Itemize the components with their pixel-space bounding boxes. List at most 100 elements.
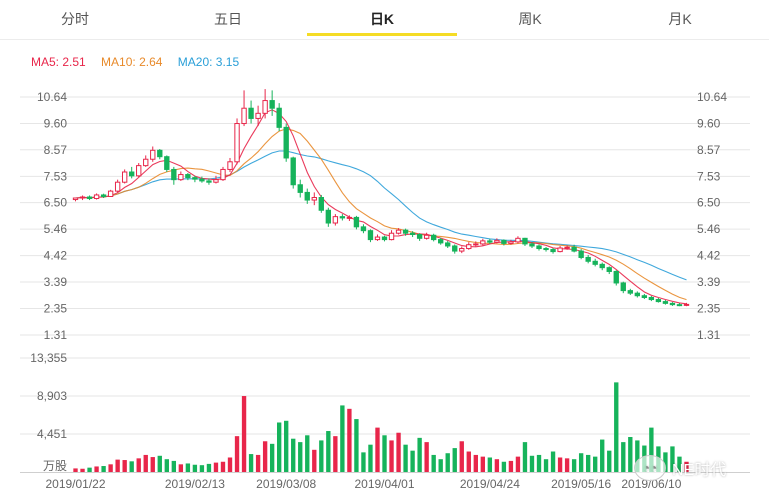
x-tick-label: 2019/04/24: [460, 477, 520, 491]
candle-body: [157, 149, 163, 158]
volume-bar: [417, 437, 422, 472]
volume-bar: [333, 436, 338, 472]
volume-bar: [614, 382, 619, 472]
volume-tick: 13,355: [30, 351, 67, 365]
legend-ma5: MA5: 2.51: [31, 55, 86, 69]
active-tab-indicator: [307, 33, 457, 36]
x-tick-label: 2019/06/10: [621, 477, 681, 491]
volume-bar: [143, 454, 148, 472]
candle-body: [206, 180, 212, 183]
candle-body: [100, 194, 107, 197]
volume-bar: [557, 457, 563, 472]
candle-body: [648, 297, 655, 301]
candle-body: [543, 248, 549, 251]
volume-bar: [206, 463, 212, 472]
candle-body: [494, 239, 500, 243]
volume-bar: [621, 442, 626, 472]
candle-body: [121, 171, 128, 183]
candle-body: [395, 229, 402, 234]
candle-body: [529, 243, 535, 247]
volume-bar: [108, 464, 113, 472]
price-tick-left: 4.42: [44, 249, 68, 263]
candle-body: [655, 299, 662, 303]
x-tick-label: 2019/05/16: [551, 477, 611, 491]
candle-body: [178, 174, 184, 181]
candle-body: [234, 123, 240, 163]
tab-weekly-k[interactable]: 周K: [518, 11, 542, 27]
candle-body: [564, 246, 570, 249]
candle-body: [136, 165, 142, 177]
volume-bar: [663, 452, 668, 472]
candle-body: [227, 161, 233, 170]
volume-bar: [185, 463, 191, 472]
volume-bar: [73, 468, 78, 472]
volume-bar: [452, 448, 457, 472]
candle-body: [613, 270, 619, 284]
candle-body: [409, 232, 416, 235]
price-tick-left: 7.53: [44, 169, 68, 183]
candle-body: [93, 194, 100, 200]
axis-labels: 10.64 10.64 9.60 9.60 8.57 8.57 7.53 7.53 6.50 6.…: [30, 90, 727, 491]
price-tick-left: 3.39: [44, 275, 68, 289]
volume-bar: [571, 459, 577, 472]
volume-bar: [284, 420, 289, 472]
volume-bar: [578, 453, 584, 472]
legend-ma20: MA20: 3.15: [177, 55, 240, 69]
price-tick-right: 8.57: [697, 143, 721, 157]
volume-unit-label: 万股: [43, 459, 67, 473]
price-tick-left: 10.64: [37, 90, 67, 104]
volume-bar: [445, 453, 450, 472]
volume-bar: [192, 464, 198, 472]
candle-body: [606, 267, 612, 272]
ma10-line: [75, 128, 687, 301]
volume-bar: [459, 441, 464, 472]
candle-body: [662, 301, 669, 304]
candle-body: [185, 174, 191, 179]
candle-body: [578, 250, 584, 258]
tab-five-day[interactable]: 五日: [214, 11, 242, 27]
price-tick-left: 9.60: [44, 117, 68, 131]
volume-bar: [361, 452, 366, 472]
volume-bar: [248, 454, 254, 472]
volume-bar: [80, 468, 85, 472]
price-grid: [20, 96, 750, 336]
watermark-text: NE时代: [672, 462, 727, 479]
candle-body: [459, 248, 465, 252]
volume-bar: [129, 461, 134, 472]
period-tab-bar: 分时 五日 日K 周K 月K: [0, 0, 769, 40]
volume-bar: [466, 451, 471, 472]
tab-monthly-k[interactable]: 月K: [668, 11, 692, 27]
candle-body: [430, 234, 437, 241]
price-tick-right: 1.31: [697, 328, 721, 342]
candle-body: [213, 179, 219, 183]
volume-bar: [241, 396, 247, 472]
candle-body: [676, 304, 683, 307]
tab-intraday[interactable]: 分时: [61, 11, 89, 27]
moving-average-lines: [75, 109, 687, 305]
volume-bar: [234, 436, 240, 472]
candle-body: [438, 239, 444, 244]
candle-body: [72, 197, 79, 201]
volume-bar: [536, 454, 542, 472]
volume-bar: [227, 457, 233, 472]
volume-bars: [73, 382, 689, 472]
candle-body: [311, 197, 317, 201]
volume-bar: [305, 435, 310, 472]
candle-body: [199, 178, 205, 182]
tab-daily-k[interactable]: 日K: [369, 11, 395, 27]
volume-bar: [269, 443, 275, 472]
candle-body: [634, 292, 641, 297]
price-tick-left: 2.35: [44, 301, 68, 315]
volume-bar: [319, 440, 324, 472]
candle-body: [571, 246, 577, 252]
price-tick-right: 9.60: [697, 117, 721, 131]
candle-body: [192, 177, 198, 180]
candle-body: [79, 196, 86, 199]
volume-bar: [178, 464, 184, 472]
volume-bar: [255, 454, 261, 472]
volume-bar: [213, 462, 219, 472]
candle-body: [557, 247, 563, 253]
volume-bar: [649, 427, 654, 472]
volume-bar: [276, 422, 282, 472]
